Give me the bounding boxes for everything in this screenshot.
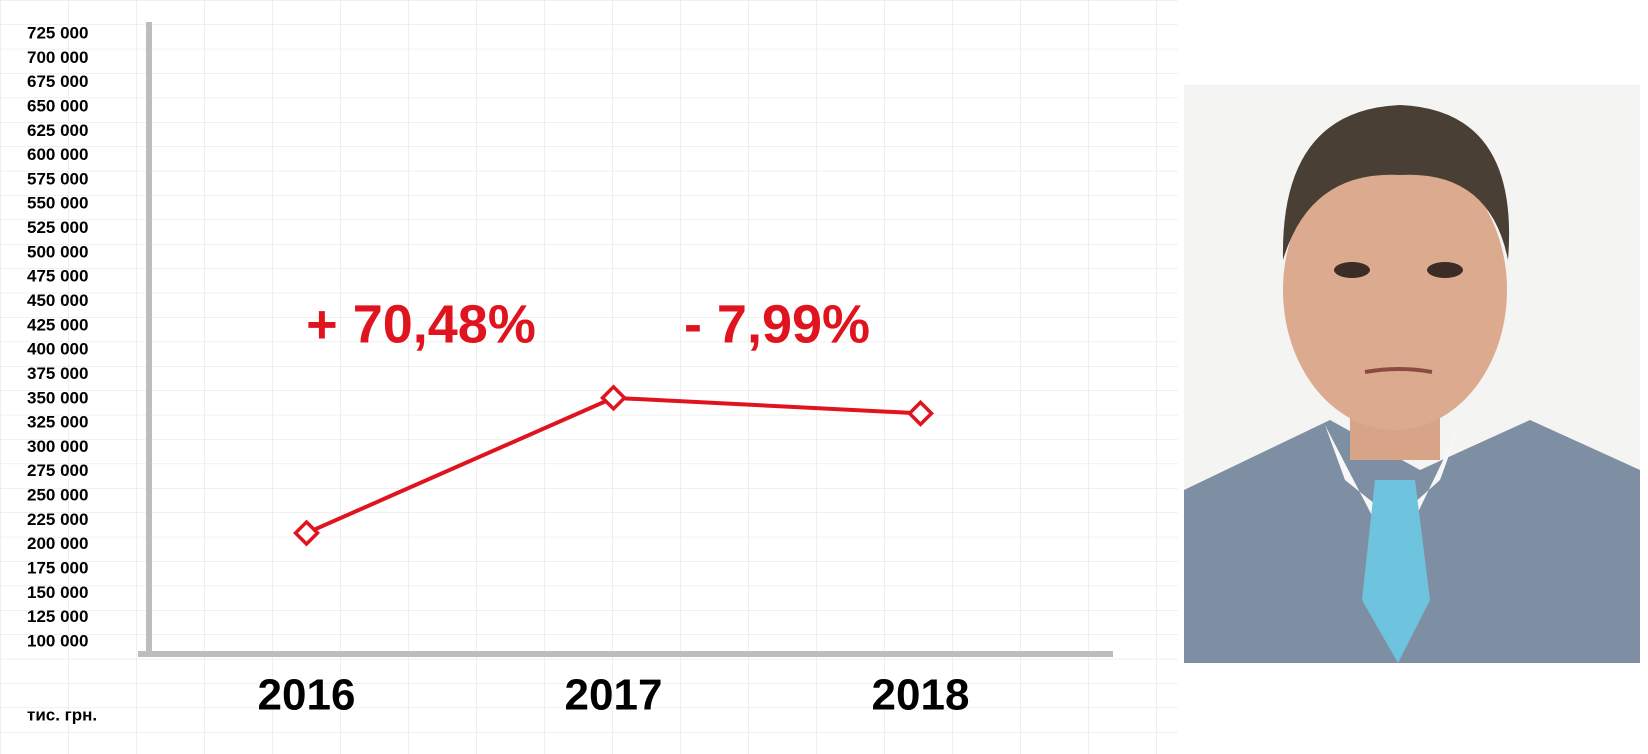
photo [1184,85,1640,663]
photo-hair [1282,105,1510,260]
y-tick-label: 250 000 [27,486,88,505]
y-tick-label: 200 000 [27,534,88,553]
y-tick-label: 400 000 [27,340,88,359]
y-tick-label: 225 000 [27,510,88,529]
sheet-grid [0,0,1178,754]
y-tick-label: 725 000 [27,23,88,42]
y-tick-label: 275 000 [27,461,88,480]
photo-eye [1427,262,1463,278]
y-tick-label: 550 000 [27,194,88,213]
y-tick-label: 575 000 [27,169,88,188]
marker [907,399,934,427]
y-tick-label: 600 000 [27,145,88,164]
x-tick-label: 2017 [565,671,663,720]
photo-tie [1362,480,1430,663]
y-tick-label: 100 000 [27,631,88,650]
annotation: - 7,99% [684,294,870,354]
marker [293,519,320,547]
y-tick-label: 450 000 [27,291,88,310]
photo-mouth [1364,367,1433,374]
annotation: + 70,48% [306,294,536,354]
y-tick-label: 150 000 [27,583,88,602]
y-tick-label: 125 000 [27,607,88,626]
y-tick-label: 525 000 [27,218,88,237]
y-tick-label: 625 000 [27,121,88,140]
axes [138,22,1113,657]
x-tick-label: 2016 [258,671,356,720]
unit-label: тис. грн. [27,705,97,724]
y-tick-label: 500 000 [27,242,88,261]
y-tick-label: 675 000 [27,72,88,91]
y-tick-label: 300 000 [27,437,88,456]
marker [600,384,627,412]
x-tick-label: 2018 [872,671,970,720]
photo-face [1283,150,1507,430]
y-tick-label: 700 000 [27,48,88,67]
y-tick-label: 425 000 [27,315,88,334]
photo-eye [1334,262,1370,278]
y-tick-label: 325 000 [27,413,88,432]
y-tick-label: 650 000 [27,96,88,115]
y-tick-label: 475 000 [27,267,88,286]
y-tick-label: 175 000 [27,559,88,578]
y-tick-label: 350 000 [27,388,88,407]
y-tick-label: 375 000 [27,364,88,383]
